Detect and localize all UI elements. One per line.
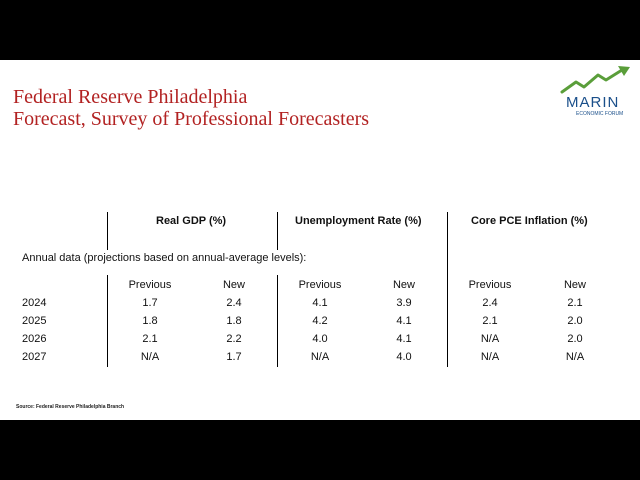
logo-name: MARIN <box>566 94 620 111</box>
logo-subtitle: ECONOMIC FORUM <box>576 111 624 117</box>
table-cell: 2.0 <box>567 333 583 345</box>
group-header-core-pce: Core PCE Inflation (%) <box>471 215 588 227</box>
column-divider-2b <box>277 275 278 367</box>
row-year: 2025 <box>22 315 47 327</box>
table-cell: N/A <box>310 351 330 363</box>
subheader-unemp-previous: Previous <box>298 279 342 291</box>
column-divider-1 <box>107 212 108 250</box>
table-cell: 4.2 <box>312 315 328 327</box>
column-divider-3 <box>447 212 448 367</box>
table-cell: 4.0 <box>396 351 412 363</box>
table-cell: 1.7 <box>226 351 242 363</box>
table-cell: 2.1 <box>142 333 158 345</box>
table-cell: N/A <box>480 333 500 345</box>
table-cell: N/A <box>140 351 160 363</box>
table-cell: 4.0 <box>312 333 328 345</box>
table-cell: N/A <box>565 351 585 363</box>
table-cell: 2.1 <box>482 315 498 327</box>
slide-title: Federal Reserve Philadelphia Forecast, S… <box>13 86 369 130</box>
table-cell: 2.4 <box>226 297 242 309</box>
row-year: 2026 <box>22 333 47 345</box>
table-cell: 2.1 <box>567 297 583 309</box>
subheader-unemp-new: New <box>392 279 415 291</box>
table-cell: N/A <box>480 351 500 363</box>
table-cell: 2.2 <box>226 333 242 345</box>
table-cell: 1.8 <box>142 315 158 327</box>
title-line-1: Federal Reserve Philadelphia <box>13 86 248 108</box>
subheader-pce-previous: Previous <box>468 279 512 291</box>
table-cell: 3.9 <box>396 297 412 309</box>
rising-arrow-icon <box>560 66 630 94</box>
row-year: 2027 <box>22 351 47 363</box>
table-cell: 1.7 <box>142 297 158 309</box>
subheader-gdp-new: New <box>222 279 245 291</box>
annual-note: Annual data (projections based on annual… <box>22 252 307 264</box>
table-cell: 4.1 <box>396 315 412 327</box>
source-note: Source: Federal Reserve Philadelphia Bra… <box>16 404 125 410</box>
table-cell: 4.1 <box>396 333 412 345</box>
title-line-2: Forecast, Survey of Professional Forecas… <box>13 108 370 130</box>
slide: Federal Reserve Philadelphia Forecast, S… <box>0 60 640 420</box>
marin-logo: MARIN ECONOMIC FORUM <box>560 66 636 117</box>
row-year: 2024 <box>22 297 47 309</box>
table-cell: 2.0 <box>567 315 583 327</box>
column-divider-1b <box>107 275 108 367</box>
table-cell: 2.4 <box>482 297 498 309</box>
group-header-unemployment: Unemployment Rate (%) <box>295 215 422 227</box>
column-divider-2 <box>277 212 278 250</box>
table-cell: 1.8 <box>226 315 242 327</box>
subheader-gdp-previous: Previous <box>128 279 172 291</box>
group-header-gdp: Real GDP (%) <box>156 215 227 227</box>
table-cell: 4.1 <box>312 297 328 309</box>
subheader-pce-new: New <box>563 279 586 291</box>
